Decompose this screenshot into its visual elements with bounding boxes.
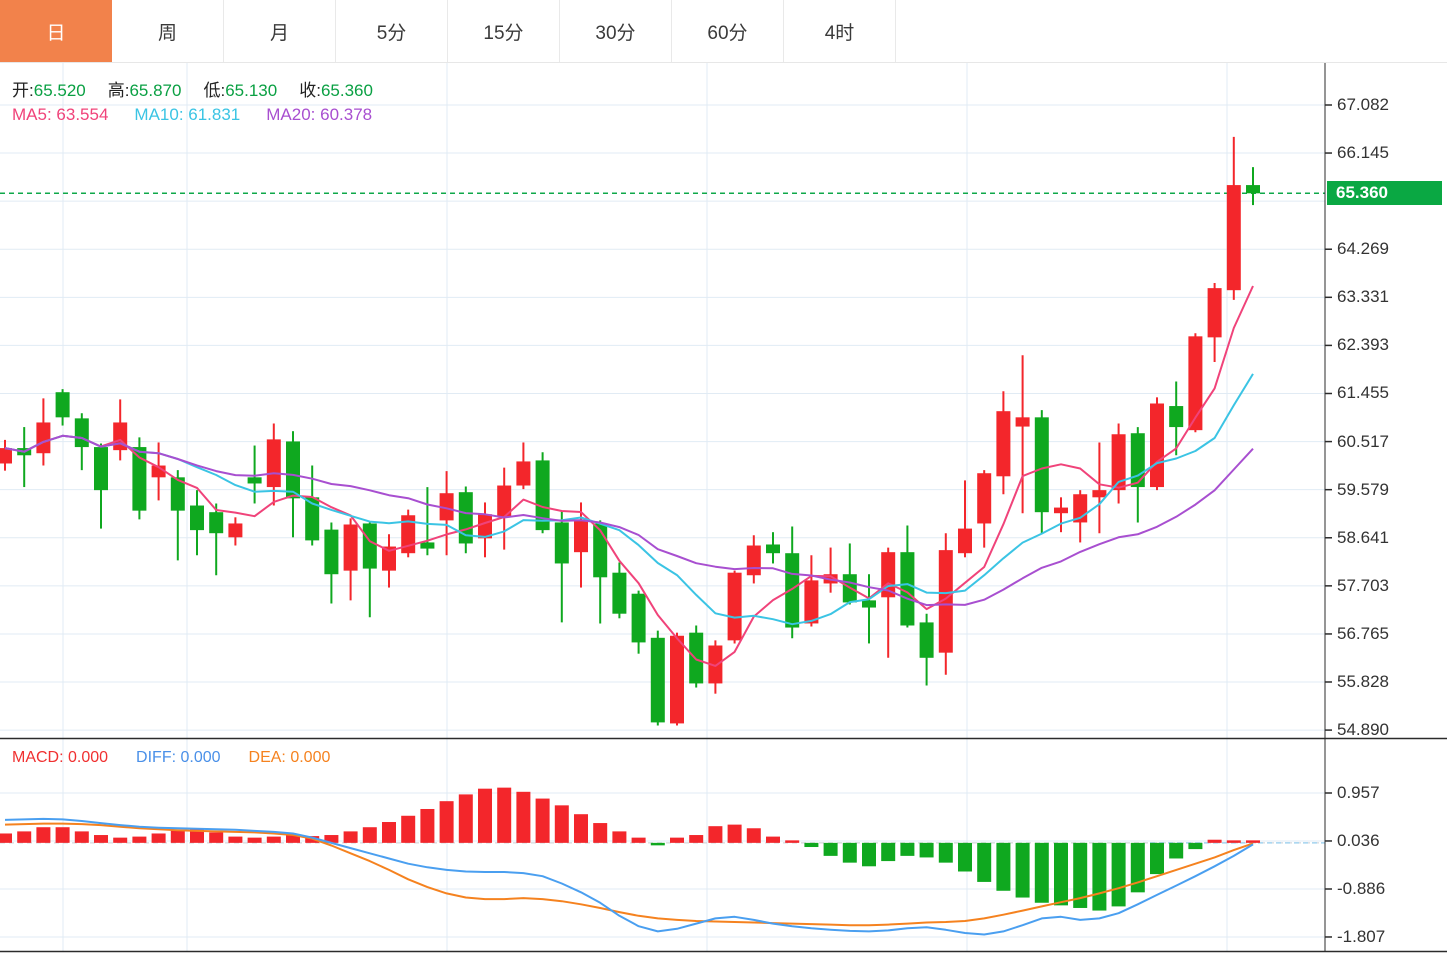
price-axis-label: 56.765 — [1337, 623, 1389, 643]
macd-item-1: DIFF: 0.000 — [136, 749, 221, 766]
tab-timeframe-5[interactable]: 30分 — [560, 0, 672, 62]
ma-item-0: MA5: 63.554 — [12, 105, 109, 124]
tab-timeframe-4[interactable]: 15分 — [448, 0, 560, 62]
tab-timeframe-6[interactable]: 60分 — [672, 0, 784, 62]
price-axis-label: 66.145 — [1337, 143, 1389, 163]
ohlc-item-2: 低:65.130 — [203, 81, 278, 100]
ma-item-2: MA20: 60.378 — [266, 105, 373, 124]
tab-timeframe-1[interactable]: 周 — [112, 0, 224, 62]
ohlc-readout: 开:65.520 高:65.870 低:65.130 收:65.360 — [12, 76, 395, 101]
price-axis-label: 61.455 — [1337, 383, 1389, 403]
price-axis-label: 63.331 — [1337, 287, 1389, 307]
macd-axis-label: -1.807 — [1337, 926, 1386, 946]
macd-item-2: DEA: 0.000 — [248, 749, 331, 766]
ohlc-item-3: 收:65.360 — [299, 81, 373, 100]
price-axis-label: 64.269 — [1337, 239, 1389, 259]
ma-item-1: MA10: 61.831 — [134, 105, 241, 124]
price-axis-label: 57.703 — [1337, 575, 1389, 595]
macd-axis-label: 0.036 — [1337, 830, 1380, 850]
price-axis-label: 58.641 — [1337, 527, 1389, 547]
price-axis-label: 59.579 — [1337, 479, 1389, 499]
current-price-tag: 65.360 — [1327, 181, 1442, 206]
ma-readout: MA5: 63.554 MA10: 61.831 MA20: 60.378 — [12, 105, 398, 125]
price-axis-label: 67.082 — [1337, 95, 1389, 114]
macd-axis-label: 0.957 — [1337, 783, 1380, 802]
macd-axis-label: -0.886 — [1337, 879, 1386, 898]
ohlc-item-0: 开:65.520 — [12, 81, 86, 100]
tab-timeframe-3[interactable]: 5分 — [336, 0, 448, 62]
ohlc-item-1: 高:65.870 — [107, 81, 182, 100]
price-axis-label: 55.828 — [1337, 671, 1389, 691]
price-axis-label: 60.517 — [1337, 431, 1389, 451]
macd-readout: MACD: 0.000 DIFF: 0.000 DEA: 0.000 — [12, 749, 358, 767]
tab-timeframe-2[interactable]: 月 — [224, 0, 336, 62]
price-axis-label: 62.393 — [1337, 335, 1389, 355]
tab-timeframe-7[interactable]: 4时 — [784, 0, 896, 62]
macd-item-0: MACD: 0.000 — [12, 749, 109, 766]
timeframe-tabbar: 日周月 5分 15分 30分 60分 4时 — [0, 0, 1447, 63]
price-axis-label: 54.890 — [1337, 720, 1389, 740]
tab-timeframe-0[interactable]: 日 — [0, 0, 112, 62]
